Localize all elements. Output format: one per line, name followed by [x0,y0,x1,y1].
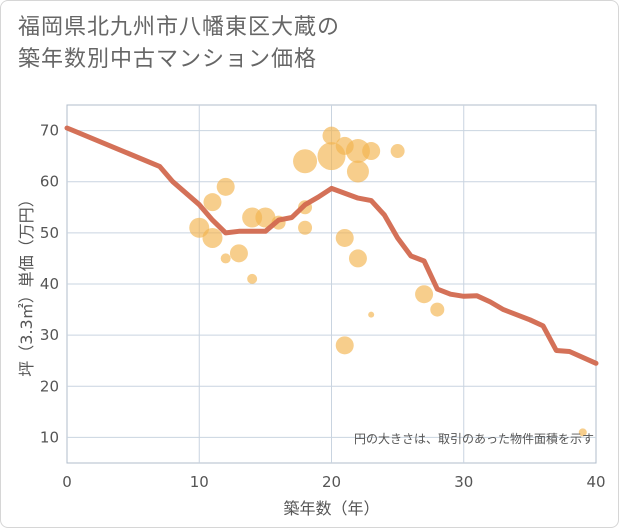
bubble-point [335,228,354,247]
bubbles-layer [189,126,587,437]
x-tick-label: 0 [62,473,72,491]
bubble-point [298,220,313,235]
bubble-point [247,273,258,284]
trend-layer [64,125,599,366]
y-tick-label: 50 [40,224,59,242]
x-axis-label: 築年数（年） [283,499,379,518]
y-tick-label: 60 [40,173,59,191]
bubble-point [415,285,434,304]
x-tick-label: 40 [586,473,605,491]
bubble-point [390,144,405,159]
x-tick-label: 30 [454,473,473,491]
chart-title: 福岡県北九州市八幡東区大蔵の 築年数別中古マンション価格 [18,12,598,76]
bubble-point [345,139,370,164]
y-tick-label: 70 [40,122,59,140]
x-tick-label: 10 [190,473,209,491]
chart-title-line2: 築年数別中古マンション価格 [18,47,318,72]
tick-labels: 0 10 20 30 40 10 20 30 40 50 60 70 [40,122,606,491]
trend-line [64,125,599,366]
bubble-point [229,244,248,263]
bubble-point [203,193,222,212]
chart-title-line1: 福岡県北九州市八幡東区大蔵の [18,15,341,40]
y-axis-label: 坪（3.3㎡）単価（万円） [17,191,36,376]
y-tick-label: 40 [40,275,59,293]
y-tick-label: 30 [40,326,59,344]
bubble-point [202,227,223,248]
bubble-point [293,149,318,174]
bubble-point [322,126,341,145]
bubble-point [578,428,587,437]
bubble-point [220,253,231,264]
size-legend-note: 円の大きさは、取引のあった物件面積を示す [354,431,594,446]
y-tick-label: 10 [40,428,59,446]
bubble-point [255,207,276,228]
y-tick-label: 20 [40,377,59,395]
bubble-point [430,302,445,317]
bubble-point [216,177,235,196]
bubble-point [335,336,354,355]
bubble-point [362,142,381,161]
x-tick-label: 20 [322,473,341,491]
bubble-point [348,249,367,268]
bubble-point [368,311,375,318]
bubble-point [346,160,369,183]
